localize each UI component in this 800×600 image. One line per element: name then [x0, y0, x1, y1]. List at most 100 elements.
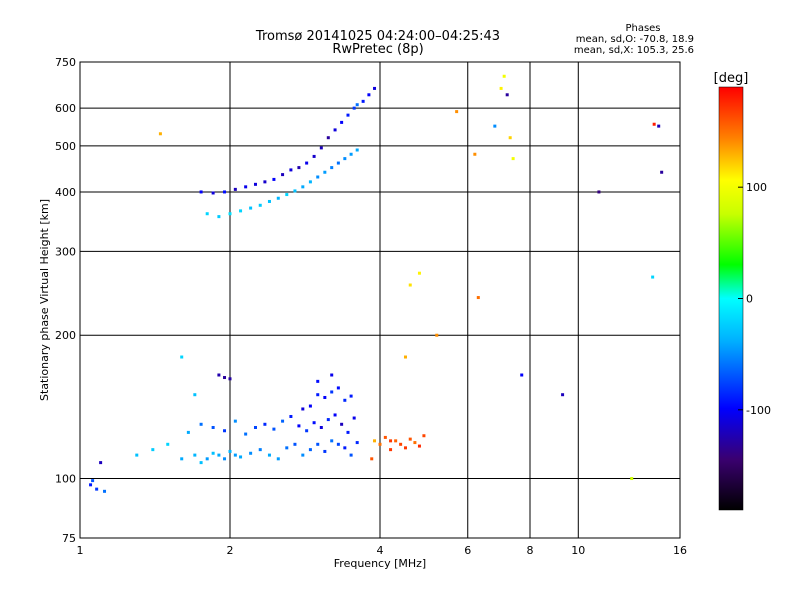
data-point: [233, 419, 237, 423]
x-tick-labels: 1 2 4 6 8 10 16: [77, 544, 688, 557]
data-point: [330, 439, 334, 443]
x-tick-label: 1: [77, 544, 84, 557]
data-point: [651, 275, 655, 279]
data-point: [228, 449, 232, 453]
data-point: [326, 136, 330, 140]
data-point: [660, 170, 664, 174]
data-point: [343, 446, 347, 450]
data-point: [455, 110, 459, 114]
data-point: [355, 441, 359, 445]
data-point: [652, 122, 656, 126]
data-point: [263, 180, 267, 184]
y-tick-label: 400: [55, 186, 76, 199]
data-point: [285, 446, 289, 450]
data-point: [312, 154, 316, 158]
data-point: [285, 193, 289, 197]
colorbar-label: [deg]: [714, 71, 749, 86]
data-point: [239, 209, 243, 213]
data-point: [333, 413, 337, 417]
data-point: [340, 120, 344, 124]
data-point: [223, 429, 227, 433]
data-point: [276, 196, 280, 200]
data-point: [349, 453, 353, 457]
data-point: [403, 446, 407, 450]
y-axis-label: Stationary phase Virtual Height [km]: [38, 199, 51, 401]
data-point: [244, 432, 248, 436]
data-point: [103, 489, 107, 493]
x-tick-label: 4: [377, 544, 384, 557]
data-point: [312, 421, 316, 425]
data-point: [297, 424, 301, 428]
data-point: [330, 166, 334, 170]
x-tick-label: 2: [227, 544, 234, 557]
data-point: [99, 461, 103, 465]
data-point: [135, 453, 139, 457]
data-point: [323, 395, 327, 399]
data-point: [305, 161, 309, 165]
y-tick-label: 300: [55, 245, 76, 258]
data-point: [223, 457, 227, 461]
data-point: [413, 441, 417, 445]
data-point: [499, 86, 503, 90]
data-point: [211, 425, 215, 429]
data-point: [417, 271, 421, 275]
data-point: [263, 422, 267, 426]
chart-subtitle: RwPretec (8p): [332, 42, 423, 57]
data-point: [272, 427, 276, 431]
data-point: [249, 451, 253, 455]
colorbar-ticks: 100 0 -100: [738, 181, 771, 417]
data-point: [223, 376, 227, 380]
data-point: [308, 404, 312, 408]
data-point: [289, 168, 293, 172]
data-point: [158, 132, 162, 136]
data-point: [211, 451, 215, 455]
data-point: [217, 215, 221, 219]
data-point: [217, 453, 221, 457]
data-point: [352, 106, 356, 110]
data-point: [336, 161, 340, 165]
data-point: [493, 124, 497, 128]
data-point: [502, 74, 506, 78]
data-point: [373, 86, 377, 90]
data-point: [281, 173, 285, 177]
data-point: [316, 175, 320, 179]
data-point: [408, 283, 412, 287]
data-point: [95, 487, 99, 491]
data-point: [367, 93, 371, 97]
data-point: [199, 461, 203, 465]
data-point: [520, 373, 524, 377]
data-point: [346, 113, 350, 117]
data-point: [267, 453, 271, 457]
data-point: [217, 373, 221, 377]
x-tick-label: 6: [464, 544, 471, 557]
data-point: [394, 439, 398, 443]
data-point: [289, 414, 293, 418]
colorbar: [deg] 100 0 -100: [714, 71, 771, 511]
data-point: [180, 355, 184, 359]
grid-lines: [80, 62, 680, 538]
data-point: [383, 435, 387, 439]
data-point: [166, 442, 170, 446]
data-point: [330, 390, 334, 394]
data-point: [403, 355, 407, 359]
data-point: [253, 182, 257, 186]
data-point: [355, 148, 359, 152]
y-tick-labels: 75 100 200 300 400 500 600 750: [55, 56, 76, 545]
data-point: [511, 157, 515, 161]
data-point: [301, 453, 305, 457]
x-axis-label: Frequency [MHz]: [334, 557, 426, 570]
data-point: [508, 136, 512, 140]
data-point: [657, 124, 661, 128]
data-point: [258, 203, 262, 207]
y-tick-label: 750: [55, 56, 76, 69]
info-line-2: mean, sd,X: 105.3, 25.6: [574, 45, 694, 56]
data-point: [223, 190, 227, 194]
data-point: [316, 442, 320, 446]
y-tick-label: 500: [55, 140, 76, 153]
data-point: [330, 373, 334, 377]
x-tick-label: 10: [571, 544, 585, 557]
data-point: [630, 477, 634, 481]
colorbar-tick-label: -100: [746, 404, 771, 417]
data-point: [336, 386, 340, 390]
